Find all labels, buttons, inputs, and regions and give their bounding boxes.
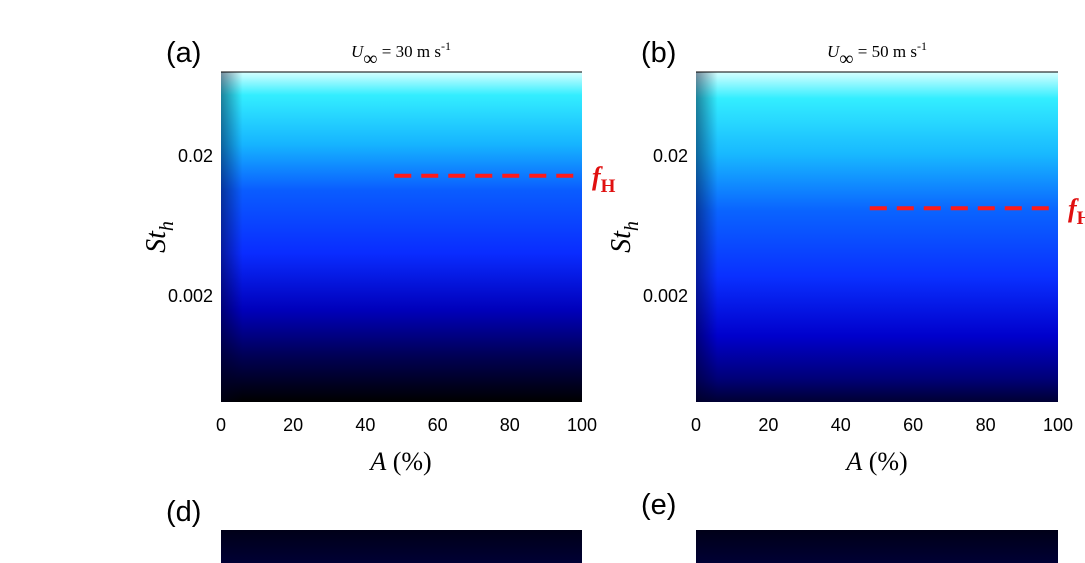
title-variable: U xyxy=(827,42,841,61)
title-subscript: ∞ xyxy=(839,48,853,70)
heatmap-field xyxy=(696,530,1058,563)
plot-title: U∞ = 30 m s-1 xyxy=(351,39,451,70)
x-tick-label: 0 xyxy=(216,415,226,435)
y-axis-label: Sth xyxy=(141,221,178,253)
heatmap-field xyxy=(221,530,582,563)
marker-variable: f xyxy=(1068,194,1079,223)
y-axis-label: Sth xyxy=(606,221,643,253)
marker-variable: f xyxy=(592,162,603,191)
panel-label: (a) xyxy=(166,37,201,69)
y-axis-subscript: h xyxy=(621,221,643,231)
title-subscript: ∞ xyxy=(363,48,377,70)
panel-e: (e) xyxy=(641,489,1058,563)
x-tick-label: 0 xyxy=(691,415,701,435)
panel-d: (d) xyxy=(166,496,582,563)
fh-marker-label: fH xyxy=(592,162,616,197)
x-tick-labels: 0 20 40 60 80 100 xyxy=(691,415,1073,435)
x-tick-label: 40 xyxy=(831,415,851,435)
x-tick-label: 60 xyxy=(428,415,448,435)
panel-label: (d) xyxy=(166,496,201,528)
title-superscript: -1 xyxy=(917,39,927,53)
plot-title: U∞ = 50 m s-1 xyxy=(827,39,927,70)
x-axis-variable: A xyxy=(368,447,386,476)
x-tick-label: 80 xyxy=(500,415,520,435)
x-tick-labels: 0 20 40 60 80 100 xyxy=(216,415,597,435)
y-tick-labels: 0.02 0.002 xyxy=(643,146,688,306)
y-tick-label: 0.002 xyxy=(168,286,213,306)
y-tick-label: 0.002 xyxy=(643,286,688,306)
title-value: = 30 m s xyxy=(378,42,441,61)
title-variable: U xyxy=(351,42,365,61)
y-tick-labels: 0.02 0.002 xyxy=(168,146,213,306)
x-axis-variable: A xyxy=(844,447,862,476)
marker-subscript: H xyxy=(601,176,616,197)
x-tick-label: 80 xyxy=(976,415,996,435)
x-axis-unit: (%) xyxy=(386,447,431,476)
y-axis-variable: St xyxy=(606,230,637,253)
panel-label: (b) xyxy=(641,37,676,69)
panel-b: (b) U∞ = 50 m s-1 0.02 0.002 0 20 40 60 80 100… xyxy=(606,37,1085,476)
title-superscript: -1 xyxy=(441,39,451,53)
fh-marker-label: fH xyxy=(1068,194,1085,229)
heatmap-edge-shade xyxy=(696,72,1058,402)
heatmap-edge-shade xyxy=(221,72,582,402)
marker-subscript: H xyxy=(1077,208,1085,229)
y-axis-variable: St xyxy=(141,230,172,253)
panel-label: (e) xyxy=(641,489,676,521)
x-tick-label: 40 xyxy=(355,415,375,435)
x-tick-label: 60 xyxy=(903,415,923,435)
panel-a: (a) U∞ = 30 m s-1 0.02 0.002 0 20 40 60 80 100… xyxy=(141,37,616,476)
title-value: = 50 m s xyxy=(854,42,917,61)
y-tick-label: 0.02 xyxy=(178,146,213,166)
x-axis-label: A (%) xyxy=(368,447,431,476)
x-axis-label: A (%) xyxy=(844,447,907,476)
x-tick-label: 20 xyxy=(758,415,778,435)
x-axis-unit: (%) xyxy=(862,447,907,476)
x-tick-label: 100 xyxy=(1043,415,1073,435)
x-tick-label: 100 xyxy=(567,415,597,435)
y-axis-subscript: h xyxy=(156,221,178,231)
x-tick-label: 20 xyxy=(283,415,303,435)
y-tick-label: 0.02 xyxy=(653,146,688,166)
